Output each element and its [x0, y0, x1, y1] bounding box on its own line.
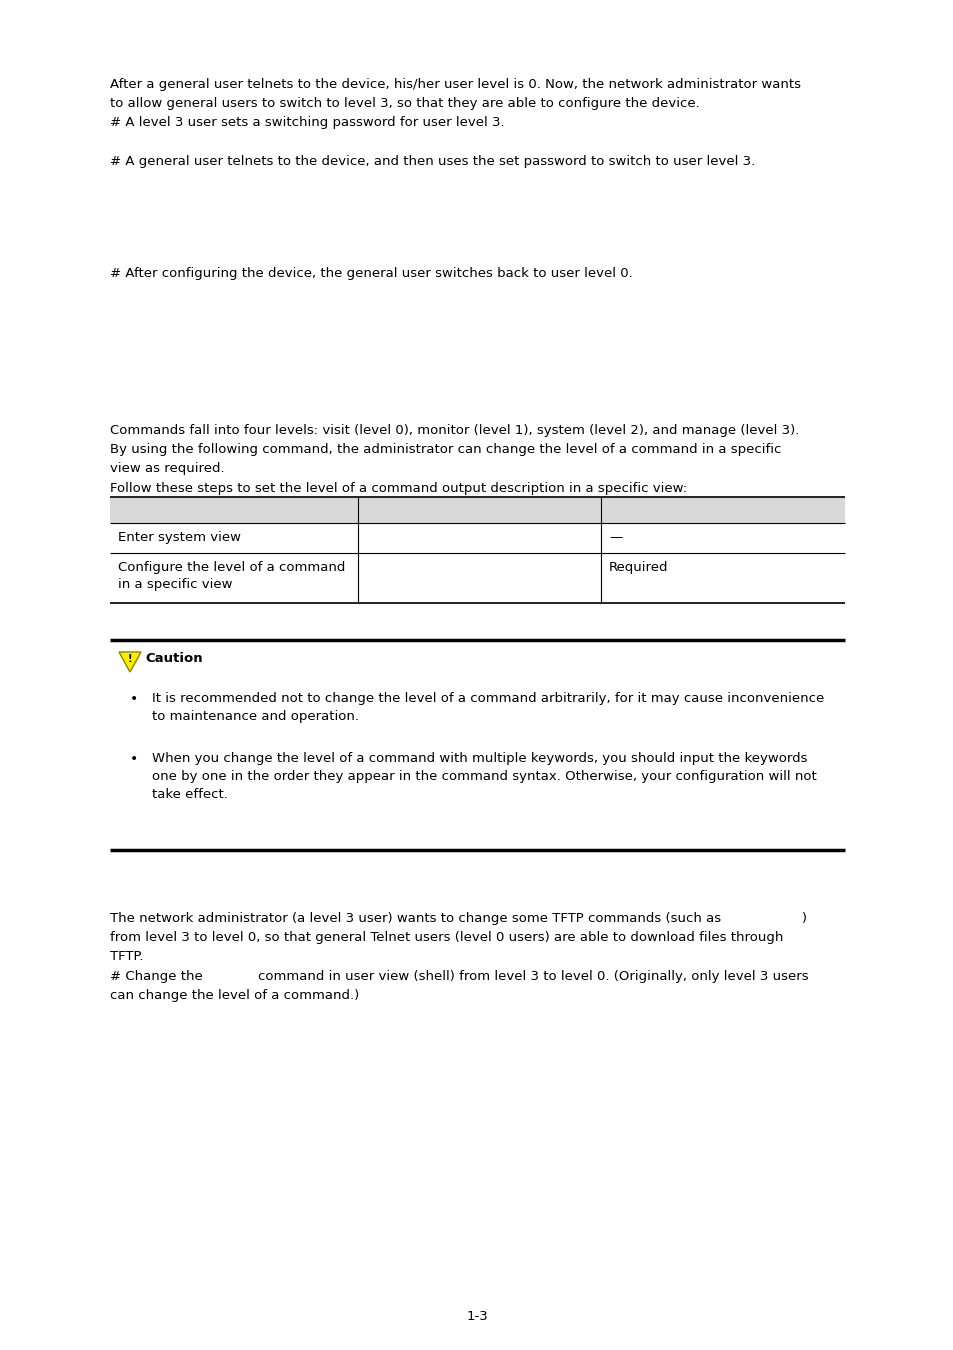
Text: It is recommended not to change the level of a command arbitrarily, for it may c: It is recommended not to change the leve… — [152, 693, 823, 705]
Text: !: ! — [128, 653, 132, 664]
Text: The network administrator (a level 3 user) wants to change some TFTP commands (s: The network administrator (a level 3 use… — [110, 913, 806, 925]
Text: to allow general users to switch to level 3, so that they are able to configure : to allow general users to switch to leve… — [110, 97, 699, 109]
Text: Configure the level of a command: Configure the level of a command — [118, 562, 345, 574]
Text: take effect.: take effect. — [152, 788, 228, 801]
Polygon shape — [119, 652, 141, 672]
Text: # Change the             command in user view (shell) from level 3 to level 0. (: # Change the command in user view (shell… — [110, 971, 808, 983]
Text: TFTP.: TFTP. — [110, 950, 143, 963]
Bar — [110, 497, 844, 522]
Text: —: — — [608, 531, 621, 544]
Text: •: • — [130, 752, 138, 765]
Text: Caution: Caution — [145, 652, 202, 666]
Text: When you change the level of a command with multiple keywords, you should input : When you change the level of a command w… — [152, 752, 806, 765]
Text: view as required.: view as required. — [110, 462, 224, 475]
Text: After a general user telnets to the device, his/her user level is 0. Now, the ne: After a general user telnets to the devi… — [110, 78, 801, 90]
Text: Commands fall into four levels: visit (level 0), monitor (level 1), system (leve: Commands fall into four levels: visit (l… — [110, 424, 799, 437]
Text: one by one in the order they appear in the command syntax. Otherwise, your confi: one by one in the order they appear in t… — [152, 769, 816, 783]
Text: # A level 3 user sets a switching password for user level 3.: # A level 3 user sets a switching passwo… — [110, 116, 504, 130]
Text: in a specific view: in a specific view — [118, 578, 233, 591]
Text: # A general user telnets to the device, and then uses the set password to switch: # A general user telnets to the device, … — [110, 155, 755, 167]
Text: •: • — [130, 693, 138, 706]
Text: Follow these steps to set the level of a command output description in a specifi: Follow these steps to set the level of a… — [110, 482, 686, 495]
Text: from level 3 to level 0, so that general Telnet users (level 0 users) are able t: from level 3 to level 0, so that general… — [110, 931, 782, 944]
Text: By using the following command, the administrator can change the level of a comm: By using the following command, the admi… — [110, 443, 781, 456]
Text: Enter system view: Enter system view — [118, 531, 241, 544]
Text: 1-3: 1-3 — [466, 1310, 487, 1323]
Text: Required: Required — [608, 562, 668, 574]
Text: # After configuring the device, the general user switches back to user level 0.: # After configuring the device, the gene… — [110, 267, 632, 279]
Text: to maintenance and operation.: to maintenance and operation. — [152, 710, 358, 724]
Text: can change the level of a command.): can change the level of a command.) — [110, 990, 359, 1002]
